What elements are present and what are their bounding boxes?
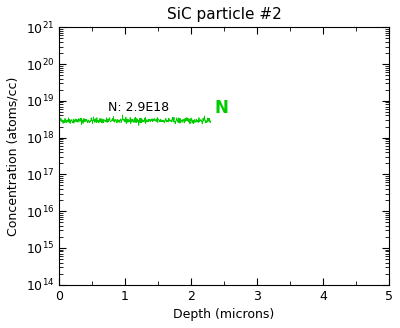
Text: N: 2.9E18: N: 2.9E18 [108,101,170,114]
Y-axis label: Concentration (atoms/cc): Concentration (atoms/cc) [7,76,20,236]
Title: SiC particle #2: SiC particle #2 [167,7,281,22]
Text: N: N [214,99,228,117]
X-axis label: Depth (microns): Depth (microns) [173,308,275,321]
